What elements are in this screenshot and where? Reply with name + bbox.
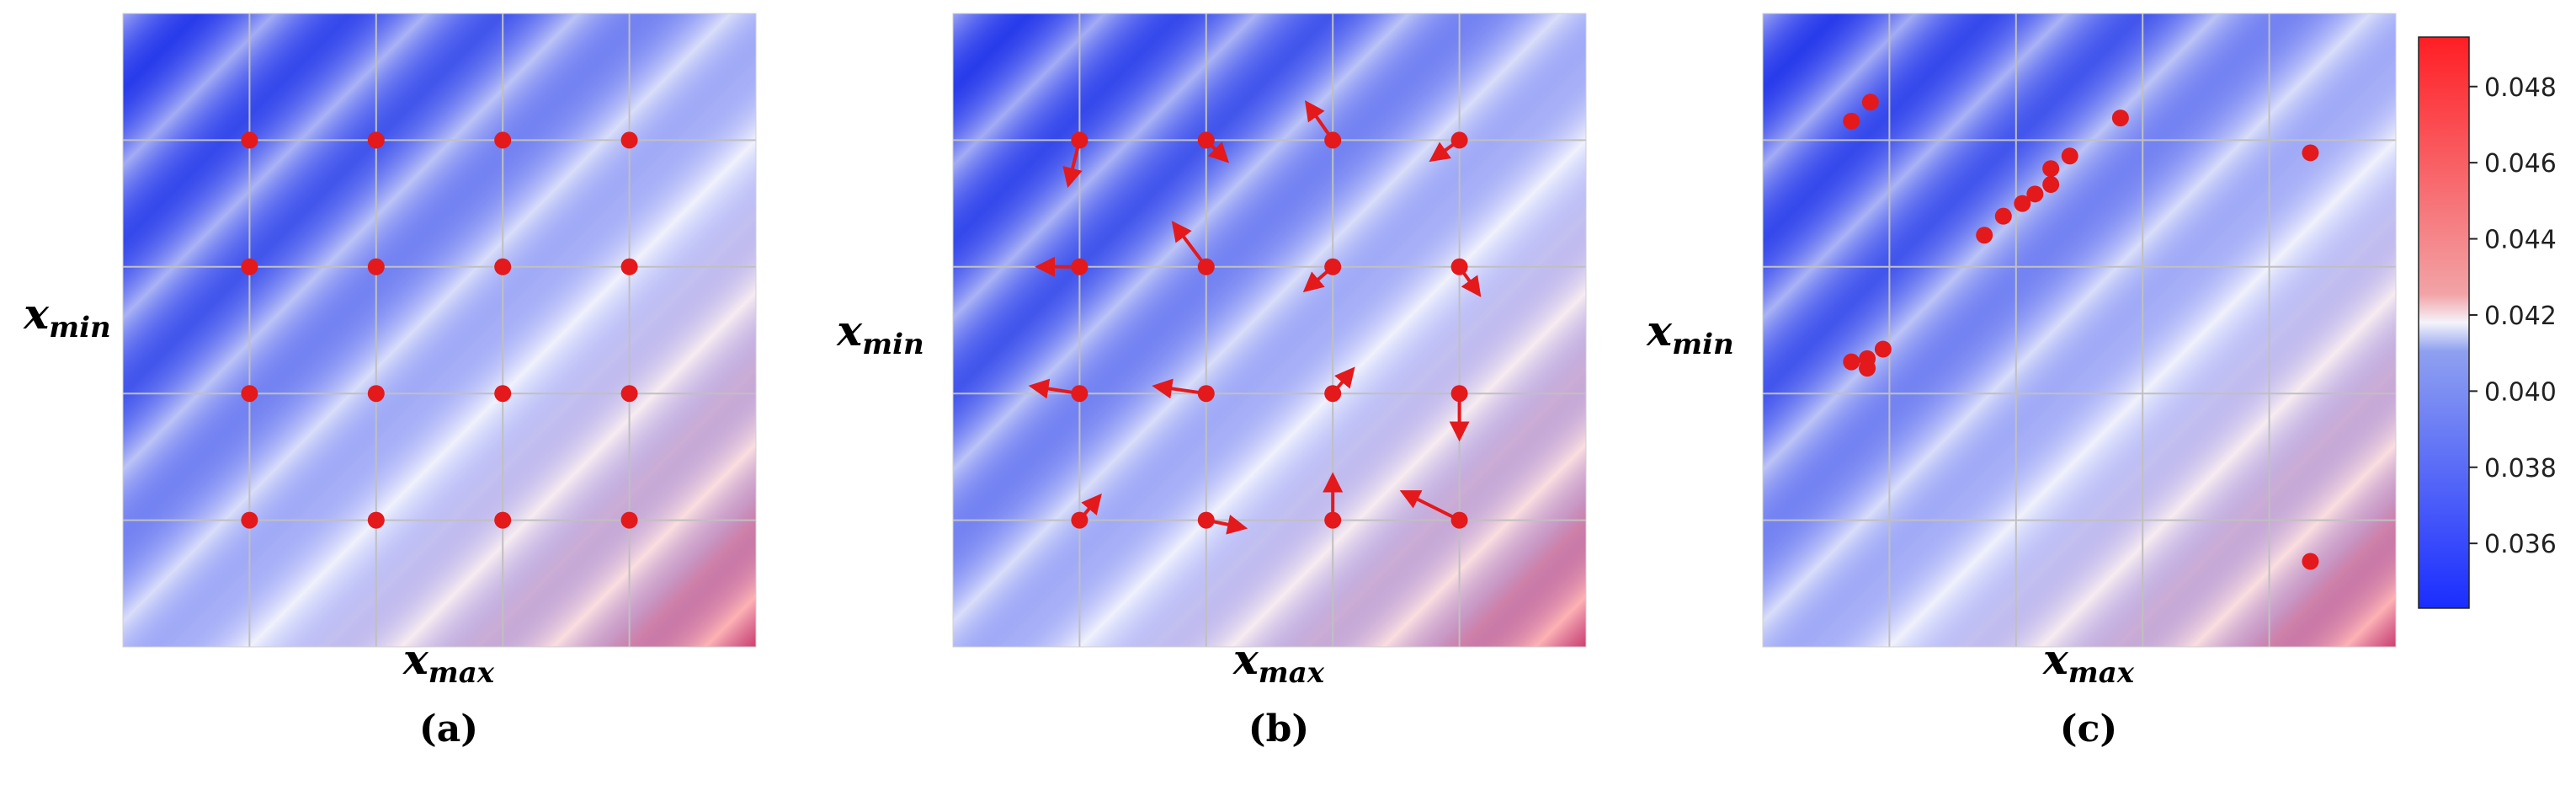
sample-point <box>1197 258 1215 275</box>
sample-point <box>1071 258 1088 275</box>
sample-point <box>241 385 258 403</box>
heatmap-stripes <box>1763 13 2396 647</box>
sample-point <box>1843 112 1860 130</box>
sample-point <box>1859 360 1876 377</box>
colorbar-gradient <box>2418 36 2470 609</box>
sample-point <box>241 258 258 275</box>
sample-point <box>1197 131 1215 149</box>
panel-label: (c) <box>2060 708 2117 750</box>
sample-point <box>494 258 512 275</box>
sample-point <box>1874 340 1892 358</box>
y-axis-label: xmin <box>23 289 110 344</box>
sample-point <box>367 385 385 403</box>
sample-point <box>2302 553 2319 570</box>
sample-point <box>620 511 638 529</box>
plot-frame <box>952 13 1587 648</box>
colorbar-tick-label: 0.044 <box>2484 226 2557 255</box>
sample-point <box>1071 131 1088 149</box>
sample-point <box>1450 131 1468 149</box>
panel-label: (b) <box>1248 708 1309 750</box>
sample-point <box>1324 131 1342 149</box>
plot-frame <box>122 13 757 648</box>
sample-point <box>2061 147 2078 165</box>
sample-point <box>367 511 385 529</box>
sample-point <box>1994 207 2012 225</box>
sample-point <box>1197 511 1215 529</box>
colorbar-tick-label: 0.042 <box>2484 302 2557 331</box>
sample-point <box>494 511 512 529</box>
sample-point <box>1450 511 1468 529</box>
y-axis-label: xmin <box>1646 306 1733 361</box>
plot-frame <box>1762 13 2397 648</box>
sample-point <box>1197 385 1215 403</box>
colorbar-tick-label: 0.038 <box>2484 454 2557 483</box>
panel-1: xmax xmin (a) <box>23 13 757 750</box>
gradient-arrow <box>1399 490 1461 522</box>
y-axis-label: xmin <box>836 306 923 361</box>
x-axis-label: xmax <box>2042 634 2135 690</box>
sample-point <box>1976 227 1993 244</box>
sample-point <box>620 131 638 149</box>
sample-point <box>2026 185 2044 203</box>
sample-point <box>2302 144 2319 162</box>
sample-point <box>1861 93 1879 111</box>
sample-point <box>494 131 512 149</box>
sample-point <box>1071 385 1088 403</box>
sample-point <box>2014 195 2031 212</box>
heatmap-stripes <box>123 13 756 647</box>
colorbar: 0.036 0.038 0.040 0.042 0.044 0.046 0.048 <box>2418 36 2557 609</box>
x-axis-label: xmax <box>1232 634 1325 690</box>
sample-point <box>241 131 258 149</box>
colorbar-tick-label: 0.036 <box>2484 530 2557 559</box>
panels: xmax xmin (a) xmax xmin (b) xmax xmin (c) <box>23 13 2397 750</box>
colorbar-tick-label: 0.046 <box>2484 149 2557 179</box>
heatmap-stripes <box>953 13 1586 647</box>
panel-label: (a) <box>419 708 478 750</box>
sample-point <box>2111 109 2129 127</box>
sample-point <box>1324 258 1342 275</box>
x-axis-label: xmax <box>402 634 495 690</box>
sample-point <box>620 385 638 403</box>
colorbar-tick-label: 0.048 <box>2484 73 2557 103</box>
sample-point <box>2042 176 2060 194</box>
sample-point <box>620 258 638 275</box>
panel-3: xmax xmin (c) <box>1646 13 2397 750</box>
sample-point <box>1450 258 1468 275</box>
sample-point <box>1324 385 1342 403</box>
sample-point <box>367 258 385 275</box>
sample-point <box>1843 353 1860 371</box>
panel-2: xmax xmin (b) <box>836 13 1587 750</box>
sample-point <box>1450 385 1468 403</box>
sample-point <box>494 385 512 403</box>
sample-point <box>367 131 385 149</box>
sample-point <box>1324 511 1342 529</box>
colorbar-tick-label: 0.040 <box>2484 377 2557 407</box>
sample-point <box>1071 511 1088 529</box>
sample-point <box>241 511 258 529</box>
sample-point <box>2042 160 2060 178</box>
